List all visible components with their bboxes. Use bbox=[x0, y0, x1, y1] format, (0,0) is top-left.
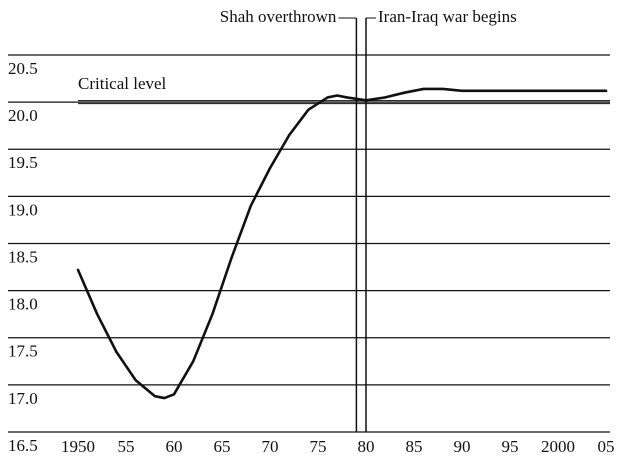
x-tick-label: 90 bbox=[454, 437, 471, 456]
x-tick-label: 65 bbox=[214, 437, 231, 456]
x-tick-label: 75 bbox=[310, 437, 327, 456]
x-tick-label: 95 bbox=[502, 437, 519, 456]
annotation: Iran-Iraq war begins bbox=[378, 7, 517, 26]
x-tick-label: 70 bbox=[262, 437, 279, 456]
y-tick-label: 19.0 bbox=[8, 200, 38, 219]
y-tick-label: 20.0 bbox=[8, 106, 38, 125]
x-tick-label: 55 bbox=[118, 437, 135, 456]
x-tick-label: 80 bbox=[358, 437, 375, 456]
y-tick-label: 19.5 bbox=[8, 153, 38, 172]
y-tick-label: 18.0 bbox=[8, 295, 38, 314]
critical-label: Critical level bbox=[78, 74, 167, 93]
y-tick-label: 20.5 bbox=[8, 59, 38, 78]
x-tick-label: 1950 bbox=[61, 437, 95, 456]
x-tick-label: 2000 bbox=[541, 437, 575, 456]
y-tick-label: 17.0 bbox=[8, 389, 38, 408]
data-line bbox=[76, 87, 608, 400]
y-tick-label: 16.5 bbox=[8, 436, 38, 455]
x-tick-label: 05 bbox=[598, 437, 615, 456]
x-tick-label: 60 bbox=[166, 437, 183, 456]
y-tick-label: 17.5 bbox=[8, 342, 38, 361]
x-tick-label: 85 bbox=[406, 437, 423, 456]
annotation: Shah overthrown bbox=[220, 7, 337, 26]
y-tick-label: 18.5 bbox=[8, 247, 38, 266]
